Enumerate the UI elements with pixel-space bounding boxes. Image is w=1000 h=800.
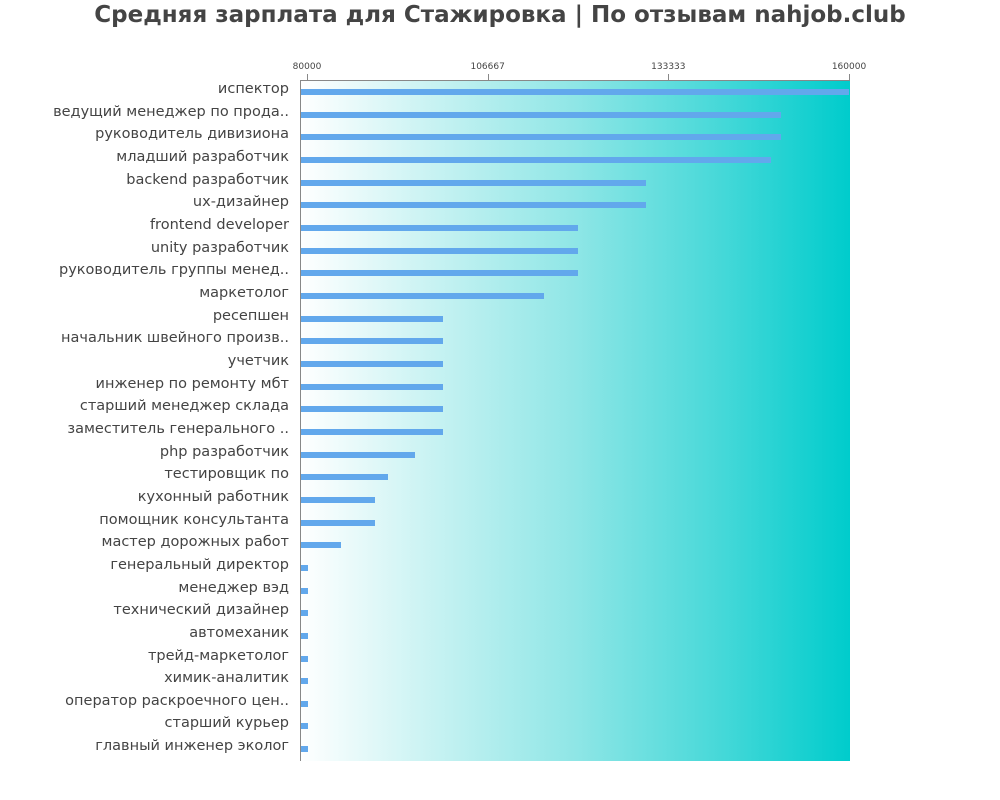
salary-bar[interactable] — [301, 156, 772, 163]
category-label: кухонный работник — [137, 488, 289, 505]
x-tick-label: 106667 — [470, 62, 505, 72]
category-label: начальник швейного произв.. — [61, 330, 289, 347]
salary-bar[interactable] — [301, 700, 308, 707]
category-label: испектор — [217, 81, 289, 97]
category-label: ресепшен — [212, 307, 289, 324]
salary-bar[interactable] — [301, 655, 308, 662]
category-label: ux-дизайнер — [192, 194, 289, 211]
salary-bar[interactable] — [301, 542, 341, 549]
plot-area — [300, 80, 850, 761]
category-label: главный инженер эколог — [95, 738, 289, 755]
salary-bar[interactable] — [301, 723, 308, 730]
chart-title: Средняя зарплата для Стажировка | По отз… — [94, 2, 906, 28]
category-label: младший разработчик — [116, 148, 289, 165]
salary-bar[interactable] — [301, 496, 375, 503]
category-label: учетчик — [227, 352, 289, 369]
category-label: php разработчик — [159, 443, 289, 460]
x-tick-label: 133333 — [651, 62, 686, 72]
category-label: химик-аналитик — [164, 670, 289, 687]
category-label: помощник консультанта — [99, 511, 289, 528]
salary-bar[interactable] — [301, 111, 782, 118]
x-tick-label: 80000 — [292, 62, 322, 72]
category-label: тестировщик по — [164, 466, 289, 483]
salary-bar[interactable] — [301, 89, 849, 95]
salary-bar[interactable] — [301, 451, 416, 458]
y-axis-line — [300, 80, 301, 761]
category-label: маркетолог — [199, 284, 289, 301]
category-label: мастер дорожных работ — [101, 534, 289, 551]
salary-bar[interactable] — [301, 360, 443, 367]
salary-bar[interactable] — [301, 587, 308, 594]
salary-bar[interactable] — [301, 315, 443, 322]
salary-bar[interactable] — [301, 247, 578, 254]
salary-bar[interactable] — [301, 474, 389, 481]
salary-bar[interactable] — [301, 519, 375, 526]
salary-bar[interactable] — [301, 428, 443, 435]
salary-bar[interactable] — [301, 632, 308, 639]
salary-bar[interactable] — [301, 179, 646, 186]
category-label: генеральный директор — [110, 556, 289, 573]
category-label: трейд-маркетолог — [147, 647, 289, 664]
x-tick-mark — [849, 74, 850, 80]
category-label: руководитель группы менед.. — [59, 262, 289, 279]
salary-bar[interactable] — [301, 564, 308, 571]
category-label: frontend developer — [149, 216, 289, 233]
category-label: инженер по ремонту мбт — [95, 375, 289, 392]
category-label: unity разработчик — [150, 239, 289, 256]
category-label: оператор раскроечного цен.. — [65, 692, 289, 709]
category-label: руководитель дивизиона — [95, 126, 289, 143]
x-tick-mark — [668, 74, 670, 80]
category-label: backend разработчик — [126, 171, 289, 188]
salary-bar[interactable] — [301, 678, 308, 685]
category-label: автомеханик — [189, 624, 289, 641]
salary-bar[interactable] — [301, 610, 308, 617]
salary-bar[interactable] — [301, 383, 443, 390]
salary-bar[interactable] — [301, 292, 545, 299]
category-label: старший курьер — [164, 715, 289, 732]
salary-bar[interactable] — [301, 270, 578, 277]
category-label: технический дизайнер — [113, 602, 289, 619]
x-tick-mark — [307, 74, 308, 80]
category-label: старший менеджер склада — [79, 398, 289, 415]
salary-bar[interactable] — [301, 338, 443, 345]
salary-bar[interactable] — [301, 746, 308, 753]
salary-bar[interactable] — [301, 202, 646, 209]
x-tick-mark — [487, 74, 489, 80]
category-label: ведущий менеджер по прода.. — [53, 103, 289, 120]
x-tick-label: 160000 — [831, 62, 867, 72]
salary-bar[interactable] — [301, 224, 578, 231]
salary-bar[interactable] — [301, 134, 782, 141]
salary-bar[interactable] — [301, 406, 443, 413]
x-axis-line — [300, 80, 850, 81]
category-label: менеджер вэд — [178, 579, 289, 596]
category-label: заместитель генерального .. — [67, 420, 289, 437]
